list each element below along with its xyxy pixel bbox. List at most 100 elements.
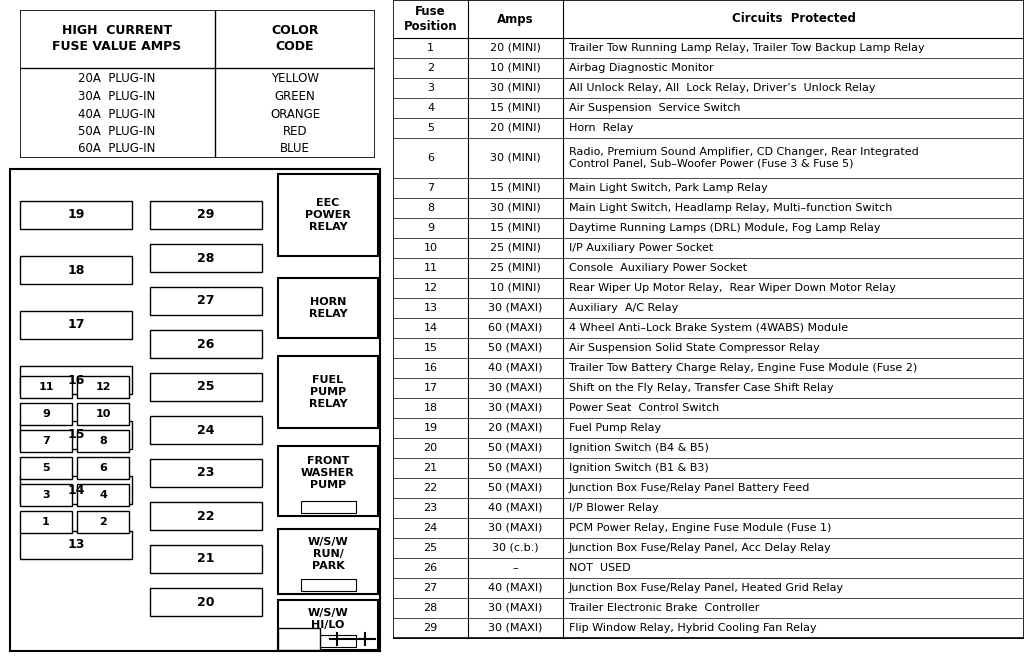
Text: 13: 13 — [68, 539, 85, 552]
FancyBboxPatch shape — [20, 403, 72, 425]
FancyBboxPatch shape — [278, 278, 378, 338]
Text: Auxiliary  A/C Relay: Auxiliary A/C Relay — [569, 303, 678, 313]
FancyBboxPatch shape — [20, 201, 132, 229]
Text: YELLOW
GREEN
ORANGE
RED
BLUE: YELLOW GREEN ORANGE RED BLUE — [270, 73, 321, 155]
Text: W/S/W
RUN/
PARK: W/S/W RUN/ PARK — [307, 537, 348, 571]
Text: HIGH  CURRENT
FUSE VALUE AMPS: HIGH CURRENT FUSE VALUE AMPS — [52, 24, 181, 54]
Text: 5: 5 — [42, 463, 50, 473]
FancyBboxPatch shape — [150, 459, 262, 487]
Text: Junction Box Fuse/Relay Panel, Heated Grid Relay: Junction Box Fuse/Relay Panel, Heated Gr… — [569, 583, 844, 593]
Text: 15 (MINI): 15 (MINI) — [490, 103, 541, 113]
Text: PCM Power Relay, Engine Fuse Module (Fuse 1): PCM Power Relay, Engine Fuse Module (Fus… — [569, 523, 831, 533]
Text: Shift on the Fly Relay, Transfer Case Shift Relay: Shift on the Fly Relay, Transfer Case Sh… — [569, 383, 834, 393]
Text: Main Light Switch, Park Lamp Relay: Main Light Switch, Park Lamp Relay — [569, 183, 768, 193]
Text: 23: 23 — [424, 503, 437, 513]
Text: 25: 25 — [198, 380, 215, 394]
Text: 8: 8 — [427, 203, 434, 213]
FancyBboxPatch shape — [77, 430, 129, 452]
Text: 10 (MINI): 10 (MINI) — [490, 283, 541, 293]
Text: 17: 17 — [68, 319, 85, 331]
Text: 17: 17 — [424, 383, 437, 393]
Text: 28: 28 — [423, 603, 437, 613]
Text: 20: 20 — [424, 443, 437, 453]
FancyBboxPatch shape — [278, 446, 378, 516]
Text: 21: 21 — [198, 552, 215, 565]
Text: 20 (MINI): 20 (MINI) — [490, 123, 541, 133]
Text: Circuits  Protected: Circuits Protected — [731, 12, 855, 26]
Text: 24: 24 — [423, 523, 437, 533]
Text: 20: 20 — [198, 596, 215, 609]
FancyBboxPatch shape — [20, 366, 132, 394]
Text: 10: 10 — [424, 243, 437, 253]
FancyBboxPatch shape — [300, 579, 355, 591]
FancyBboxPatch shape — [10, 169, 380, 651]
FancyBboxPatch shape — [150, 416, 262, 444]
Text: 30 (MINI): 30 (MINI) — [490, 203, 541, 213]
Text: 30 (MINI): 30 (MINI) — [490, 153, 541, 163]
Text: 25 (MINI): 25 (MINI) — [490, 263, 541, 273]
Text: Air Suspension  Service Switch: Air Suspension Service Switch — [569, 103, 740, 113]
Text: 27: 27 — [423, 583, 437, 593]
FancyBboxPatch shape — [20, 421, 132, 449]
FancyBboxPatch shape — [20, 10, 375, 158]
Text: Junction Box Fuse/Relay Panel Battery Feed: Junction Box Fuse/Relay Panel Battery Fe… — [569, 483, 810, 493]
Text: 11: 11 — [424, 263, 437, 273]
Text: Horn  Relay: Horn Relay — [569, 123, 634, 133]
Text: 19: 19 — [424, 423, 437, 433]
Text: I/P Blower Relay: I/P Blower Relay — [569, 503, 658, 513]
Text: 13: 13 — [424, 303, 437, 313]
Text: –: – — [513, 563, 518, 573]
FancyBboxPatch shape — [150, 588, 262, 616]
Text: 20A  PLUG-IN
30A  PLUG-IN
40A  PLUG-IN
50A  PLUG-IN
60A  PLUG-IN: 20A PLUG-IN 30A PLUG-IN 40A PLUG-IN 50A … — [78, 73, 156, 155]
Text: Airbag Diagnostic Monitor: Airbag Diagnostic Monitor — [569, 63, 714, 73]
Text: Amps: Amps — [498, 12, 534, 26]
Text: 16: 16 — [68, 373, 85, 386]
FancyBboxPatch shape — [150, 287, 262, 315]
Text: 23: 23 — [198, 466, 215, 480]
Text: 1: 1 — [42, 517, 50, 527]
FancyBboxPatch shape — [150, 545, 262, 573]
FancyBboxPatch shape — [278, 356, 378, 428]
Text: 4: 4 — [99, 490, 106, 500]
Text: 7: 7 — [42, 436, 50, 446]
Text: 30 (MAXI): 30 (MAXI) — [488, 403, 543, 413]
FancyBboxPatch shape — [20, 476, 132, 504]
Text: Rear Wiper Up Motor Relay,  Rear Wiper Down Motor Relay: Rear Wiper Up Motor Relay, Rear Wiper Do… — [569, 283, 896, 293]
Text: 18: 18 — [68, 264, 85, 276]
Text: 12: 12 — [424, 283, 437, 293]
Text: 30 (MAXI): 30 (MAXI) — [488, 383, 543, 393]
Text: 4 Wheel Anti–Lock Brake System (4WABS) Module: 4 Wheel Anti–Lock Brake System (4WABS) M… — [569, 323, 848, 333]
Text: 8: 8 — [99, 436, 106, 446]
Text: 26: 26 — [424, 563, 437, 573]
Text: Trailer Tow Battery Charge Relay, Engine Fuse Module (Fuse 2): Trailer Tow Battery Charge Relay, Engine… — [569, 363, 918, 373]
Text: Ignition Switch (B1 & B3): Ignition Switch (B1 & B3) — [569, 463, 709, 473]
Text: 60 (MAXI): 60 (MAXI) — [488, 323, 543, 333]
Text: HORN
RELAY: HORN RELAY — [308, 297, 347, 319]
Text: 19: 19 — [68, 209, 85, 222]
Text: Trailer Electronic Brake  Controller: Trailer Electronic Brake Controller — [569, 603, 760, 613]
Text: 50 (MAXI): 50 (MAXI) — [488, 343, 543, 353]
Text: 30 (MAXI): 30 (MAXI) — [488, 623, 543, 633]
FancyBboxPatch shape — [77, 457, 129, 479]
Text: 18: 18 — [424, 403, 437, 413]
FancyBboxPatch shape — [278, 174, 378, 256]
Text: Console  Auxiliary Power Socket: Console Auxiliary Power Socket — [569, 263, 748, 273]
FancyBboxPatch shape — [150, 330, 262, 358]
Text: 30 (MAXI): 30 (MAXI) — [488, 523, 543, 533]
Text: 1: 1 — [427, 43, 434, 53]
Text: 28: 28 — [198, 251, 215, 264]
Text: 12: 12 — [95, 382, 111, 392]
Text: 15: 15 — [424, 343, 437, 353]
Text: 10: 10 — [95, 409, 111, 419]
Text: Power Seat  Control Switch: Power Seat Control Switch — [569, 403, 719, 413]
FancyBboxPatch shape — [278, 628, 319, 650]
FancyBboxPatch shape — [20, 376, 72, 398]
Text: Junction Box Fuse/Relay Panel, Acc Delay Relay: Junction Box Fuse/Relay Panel, Acc Delay… — [569, 543, 831, 553]
Text: 22: 22 — [198, 510, 215, 522]
Text: 6: 6 — [427, 153, 434, 163]
Text: 6: 6 — [99, 463, 106, 473]
Text: 40 (MAXI): 40 (MAXI) — [488, 363, 543, 373]
Text: 15 (MINI): 15 (MINI) — [490, 223, 541, 233]
FancyBboxPatch shape — [278, 600, 378, 650]
Text: 50 (MAXI): 50 (MAXI) — [488, 443, 543, 453]
